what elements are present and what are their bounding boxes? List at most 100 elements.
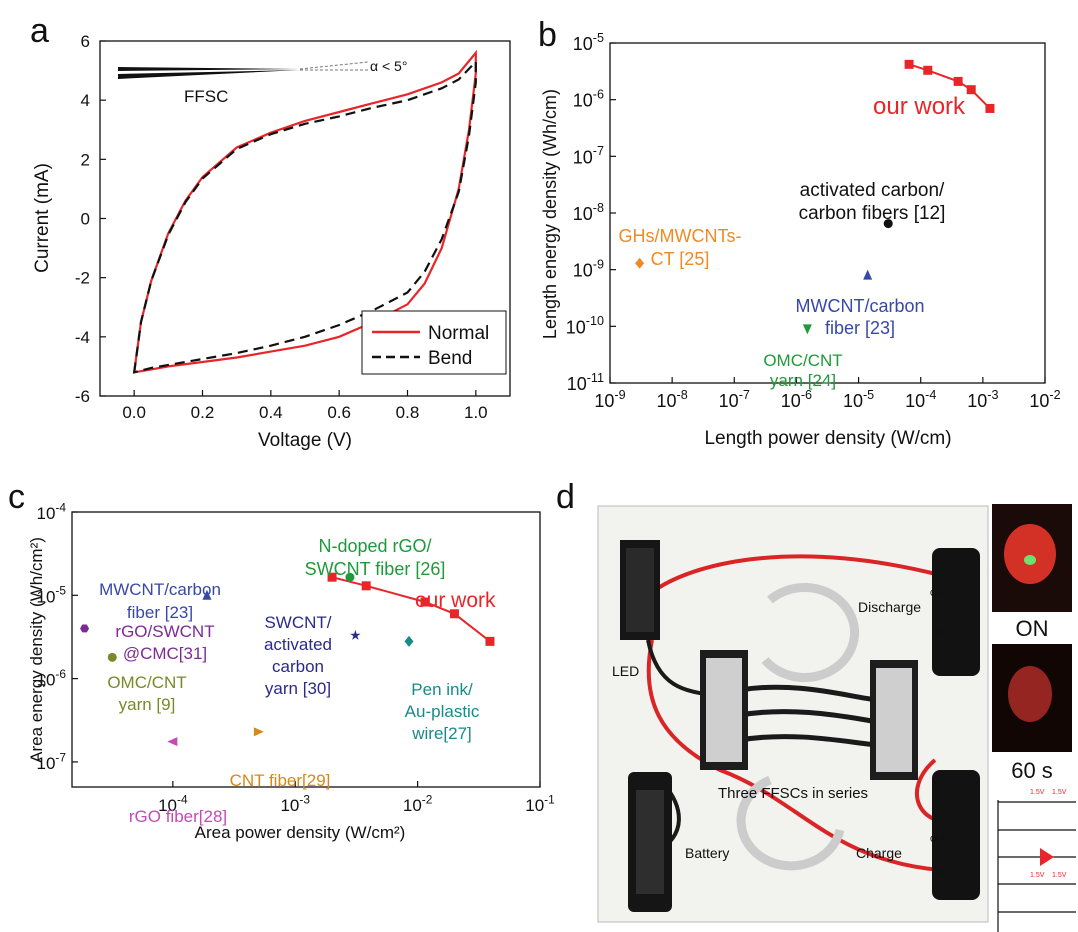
x-tick-label-c: 10-4	[158, 792, 188, 815]
point-label-b: activated carbon/	[800, 180, 945, 201]
our-work-point-b	[985, 103, 995, 113]
circuit-bg	[992, 784, 1078, 932]
scatter-point-b	[863, 269, 873, 280]
scatter-point-c	[253, 727, 264, 737]
legend-label-normal: Normal	[428, 323, 489, 344]
label-series: Three FFSCs in series	[718, 785, 868, 802]
cv-curves	[132, 49, 477, 374]
y-tick-label-b: 10-11	[567, 371, 604, 394]
scatter-point-c	[345, 572, 355, 582]
label-on-top: ON	[934, 626, 948, 636]
x-tick-label-b: 10-9	[594, 388, 625, 411]
x-tick-label-b: 10-6	[781, 388, 812, 411]
scatter-point-c	[80, 624, 90, 633]
charge-arrow	[736, 775, 845, 871]
x-tick-label-b: 10-2	[1029, 388, 1060, 411]
x-tick-label-c: 10-1	[525, 792, 555, 815]
panel-c: c 10-4 10-3 10-2 10-1 10-7 10-6 10-5 10-4 Area …	[8, 478, 555, 842]
y-axis-label-b: Length energy density (Wh/cm)	[540, 89, 560, 339]
y-tick-label-b: 10-8	[573, 201, 604, 224]
point-label-b: CT [25]	[651, 249, 710, 269]
our-work-point-b	[923, 65, 933, 75]
axis-ticks-b: 10-9 10-8 10-7 10-6 10-5 10-4 10-3 10-210-1110-…	[566, 31, 1061, 411]
led-on-core	[1024, 555, 1036, 565]
point-label-b: yarn [24]	[770, 371, 836, 390]
our-work-point-c	[327, 572, 337, 582]
circuit-voltage-1: 1.5V	[1030, 789, 1045, 796]
wire-red-bottom	[646, 639, 941, 872]
scatter-point-c	[350, 629, 361, 640]
scatter-point-b	[883, 219, 893, 229]
point-label-b: GHs/MWCNTs-	[619, 226, 742, 246]
y-tick-label-b: 10-6	[573, 88, 604, 111]
x-tick-label-b: 10-3	[967, 388, 998, 411]
legend-label-bend: Bend	[428, 348, 472, 369]
point-label-c: rGO/SWCNT	[115, 622, 214, 641]
our-work-point-c	[449, 609, 459, 619]
panel-letter-a: a	[30, 12, 49, 50]
point-label-b: OMC/CNT	[763, 351, 842, 370]
point-label-c: SWCNT/	[264, 613, 331, 632]
point-label-c: MWCNT/carbon	[99, 580, 221, 599]
y-tick-label-a: -4	[75, 328, 90, 347]
label-charge: Charge	[856, 845, 902, 861]
label-discharge: Discharge	[858, 599, 921, 615]
our-work-point-c	[361, 581, 371, 591]
y-tick-label-c: 10-6	[37, 667, 67, 690]
scatter-point-c	[202, 589, 212, 600]
point-label-c: wire[27]	[411, 724, 472, 743]
point-label-c: carbon	[272, 657, 324, 676]
axis-ticks-a: 0.0 0.2 0.4 0.6 0.8 1.0 -6 -4 -2 0 2 4 6	[75, 32, 488, 422]
led-time: 60 s	[1011, 758, 1053, 783]
switch-top	[932, 548, 980, 676]
scatter-marks-b: our work activated carbon/carbon fibers […	[619, 59, 995, 390]
y-tick-label-c: 10-5	[37, 584, 67, 607]
scatter-point-c	[167, 737, 178, 747]
panel-b: b 10-9 10-8 10-7 10-6 10-5 10-4 10-3 10-210-111…	[538, 16, 1061, 449]
label-off-bottom: OFF	[930, 834, 948, 844]
panel-letter-d: d	[556, 478, 575, 516]
y-tick-label-a: 0	[81, 210, 90, 229]
panel-a: a 0.0 0.2 0.4 0.6 0.8 1.0 -6 -4 -2 0 2 4 6 Voltage (…	[30, 12, 511, 451]
discharge-arrow	[761, 583, 860, 682]
x-tick-label-b: 10-7	[719, 388, 750, 411]
our-work-point-c	[485, 636, 495, 646]
point-label-c: Au-plastic	[405, 702, 480, 721]
circuit-schematic: 1.5V 1.5V 1.5V 1.5V	[992, 784, 1078, 932]
wire-red-top	[653, 554, 941, 592]
ffsc-label: FFSC	[184, 87, 228, 106]
terminal-block-right-plate	[876, 668, 912, 772]
legend-a: Normal Bend	[361, 310, 507, 375]
led-holder-grille	[626, 548, 654, 632]
circuit-voltage-2: 1.5V	[1052, 789, 1067, 796]
switch-bottom	[932, 770, 980, 900]
scatter-point-b	[802, 324, 812, 335]
battery-cell	[636, 790, 664, 894]
point-label-c: @CMC[31]	[123, 644, 207, 663]
y-tick-label-b: 10-5	[573, 31, 604, 54]
scatter-point-c	[107, 652, 117, 662]
x-tick-label-a: 0.4	[259, 403, 283, 422]
x-tick-label-a: 0.2	[191, 403, 215, 422]
x-axis-label-c: Area power density (W/cm²)	[195, 823, 406, 842]
label-led: LED	[612, 663, 639, 679]
label-battery: Battery	[685, 845, 729, 861]
x-axis-label-a: Voltage (V)	[258, 430, 352, 451]
panel-letter-c: c	[8, 478, 25, 516]
legend-box-a	[361, 310, 507, 375]
point-label-b: carbon fibers [12]	[799, 203, 946, 224]
our-work-point-b	[953, 76, 963, 86]
circuit-voltage-4: 1.5V	[1052, 872, 1067, 879]
circuit-voltage-3: 1.5V	[1030, 872, 1045, 879]
y-tick-label-c: 10-4	[37, 500, 67, 523]
ffsc-fiber-bottom	[118, 70, 300, 79]
panel-letter-b: b	[538, 16, 557, 54]
x-tick-label-b: 10-5	[843, 388, 874, 411]
ffsc-fiber-top	[118, 67, 300, 71]
x-tick-label-b: 10-8	[657, 388, 688, 411]
point-label-c: N-doped rGO/	[318, 536, 431, 556]
point-label-c: fiber [23]	[127, 603, 193, 622]
y-tick-label-b: 10-7	[573, 144, 604, 167]
cv-curve-bend	[132, 58, 477, 374]
